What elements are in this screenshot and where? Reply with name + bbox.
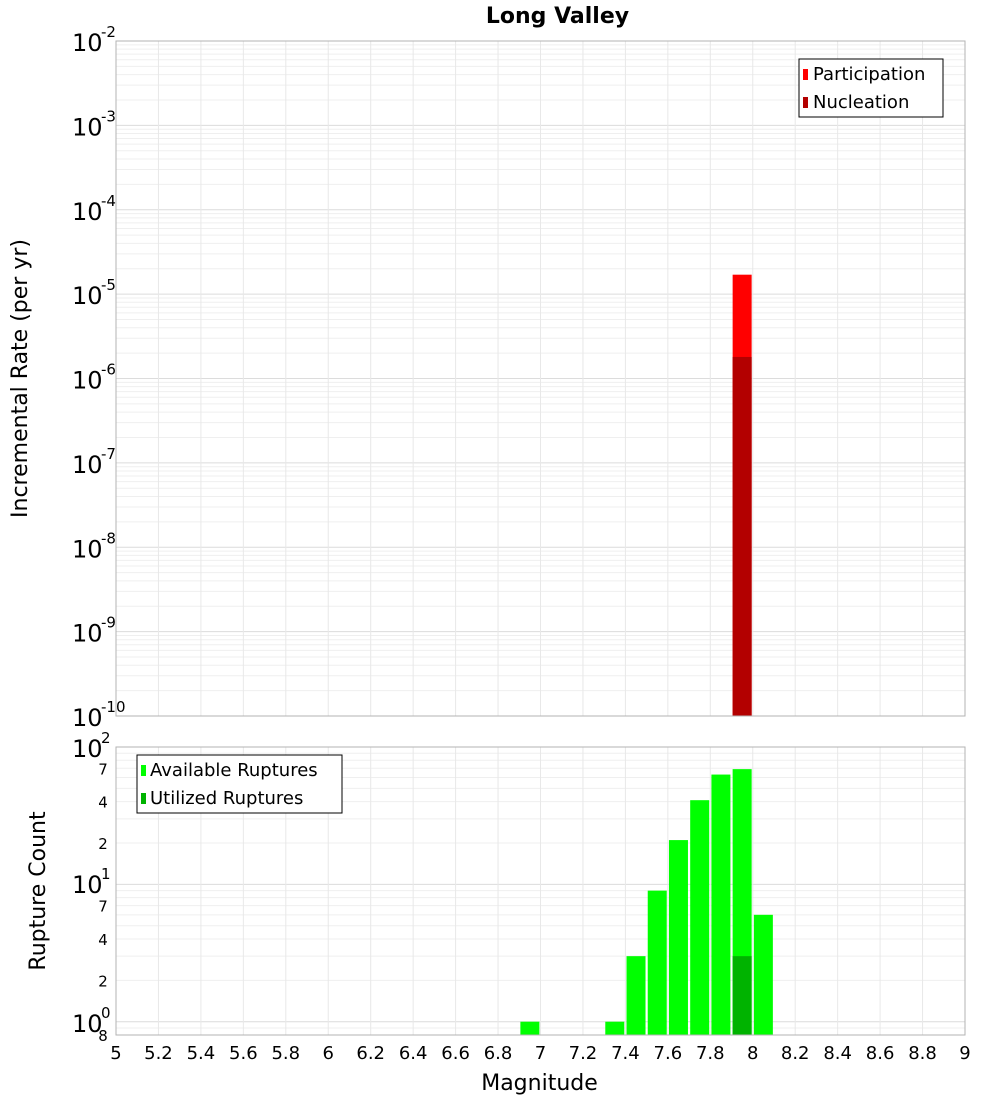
bar-available-ruptures (647, 890, 667, 1035)
top-y-tick-base: 10 (72, 620, 103, 648)
bar-available-ruptures (711, 774, 731, 1035)
x-tick-label: 5.4 (187, 1043, 216, 1064)
bar-available-ruptures (605, 1021, 625, 1035)
x-tick-label: 7.6 (654, 1043, 683, 1064)
legend-label-participation: Participation (813, 64, 925, 85)
top-y-tick-exponent: -7 (101, 445, 116, 463)
legend-swatch-available-ruptures (141, 765, 146, 776)
x-tick-label: 6 (323, 1043, 334, 1064)
bottom-y-minor-tick-label: 4 (98, 794, 108, 812)
bottom-y-minor-tick-label: 8 (98, 1027, 108, 1045)
x-tick-label: 7.4 (611, 1043, 640, 1064)
bar-nucleation (732, 356, 752, 716)
bottom-y-minor-tick-label: 7 (98, 760, 108, 778)
x-tick-label: 5.8 (271, 1043, 300, 1064)
x-tick-label: 7.8 (696, 1043, 725, 1064)
top-y-tick-label: 10-5 (72, 276, 116, 310)
top-y-tick-label: 10-8 (72, 529, 116, 563)
chart-title: Long Valley (486, 4, 629, 29)
top-y-tick-exponent: -2 (101, 23, 116, 41)
legend-swatch-utilized-ruptures (141, 793, 146, 804)
bottom-y-minor-tick-label: 2 (98, 835, 108, 853)
bottom-plot-border (115, 746, 966, 1036)
bar-available-ruptures (668, 840, 688, 1035)
legend-label-utilized-ruptures: Utilized Ruptures (150, 788, 303, 809)
bottom-y-tick-exponent: 1 (101, 865, 111, 883)
top-y-tick-exponent: -5 (101, 276, 116, 294)
top-plot-border (115, 40, 966, 717)
x-tick-label: 8.2 (781, 1043, 810, 1064)
top-y-tick-label: 10-2 (72, 23, 116, 57)
bar-available-ruptures (626, 956, 646, 1035)
top-plot: 10-210-310-410-510-610-710-810-910-10Par… (72, 23, 966, 732)
bottom-legend: Available Ruptures Utilized Ruptures (136, 754, 343, 814)
top-y-tick-label: 10-4 (72, 192, 116, 226)
x-tick-label: 5.2 (144, 1043, 173, 1064)
x-tick-label: 9 (959, 1043, 970, 1064)
x-tick-label: 6.2 (356, 1043, 385, 1064)
top-y-tick-base: 10 (72, 535, 103, 563)
x-tick-label: 8.6 (866, 1043, 895, 1064)
bottom-y-tick-base: 10 (72, 871, 103, 899)
top-y-tick-base: 10 (72, 704, 103, 732)
top-y-tick-base: 10 (72, 29, 103, 57)
top-y-tick-exponent: -10 (101, 698, 126, 716)
legend-swatch-participation (803, 69, 808, 80)
bar-available-ruptures (753, 914, 773, 1035)
bottom-y-axis-label: Rupture Count (26, 811, 51, 971)
top-y-tick-base: 10 (72, 367, 103, 395)
x-tick-label: 5 (110, 1043, 121, 1064)
top-y-tick-exponent: -3 (101, 107, 116, 125)
bottom-legend-box (136, 754, 343, 814)
bar-utilized-ruptures (732, 956, 752, 1035)
bottom-y-tick-base: 10 (72, 1010, 103, 1038)
top-y-axis-label: Incremental Rate (per yr) (8, 239, 33, 518)
top-y-tick-label: 10-6 (72, 361, 116, 395)
top-y-tick-label: 10-7 (72, 445, 116, 479)
bar-available-ruptures (520, 1021, 540, 1035)
top-y-tick-base: 10 (72, 198, 103, 226)
bottom-y-tick-label: 101 (72, 865, 111, 899)
top-legend-box (798, 58, 944, 118)
top-y-tick-exponent: -9 (101, 614, 116, 632)
top-y-tick-base: 10 (72, 113, 103, 141)
legend-label-available-ruptures: Available Ruptures (150, 760, 318, 781)
x-tick-label: 8.4 (823, 1043, 852, 1064)
top-y-tick-exponent: -4 (101, 192, 116, 210)
bottom-y-tick-base: 10 (72, 735, 103, 763)
x-tick-label: 5.6 (229, 1043, 258, 1064)
top-y-tick-exponent: -8 (101, 529, 116, 547)
bottom-y-minor-tick-label: 7 (98, 898, 108, 916)
x-tick-label: 6.8 (484, 1043, 513, 1064)
bottom-y-tick-label: 102 (72, 729, 111, 763)
bottom-y-tick-exponent: 0 (101, 1004, 111, 1022)
x-tick-label: 8 (747, 1043, 758, 1064)
bottom-y-minor-tick-label: 4 (98, 931, 108, 949)
x-tick-label: 7 (535, 1043, 546, 1064)
x-tick-label: 8.8 (908, 1043, 937, 1064)
bottom-y-tick-label: 100 (72, 1004, 111, 1038)
legend-label-nucleation: Nucleation (813, 92, 909, 113)
top-legend: Participation Nucleation (798, 58, 944, 118)
legend-swatch-nucleation (803, 97, 808, 108)
bottom-y-tick-exponent: 2 (101, 729, 111, 747)
top-y-tick-label: 10-3 (72, 107, 116, 141)
top-y-tick-base: 10 (72, 282, 103, 310)
x-axis-label: Magnitude (481, 1071, 598, 1096)
bottom-y-minor-tick-label: 2 (98, 972, 108, 990)
x-tick-label: 6.4 (399, 1043, 428, 1064)
top-y-tick-base: 10 (72, 451, 103, 479)
top-gridlines (115, 41, 966, 717)
x-tick-label: 7.2 (569, 1043, 598, 1064)
top-y-tick-label: 10-9 (72, 614, 116, 648)
top-y-tick-label: 10-10 (72, 698, 126, 732)
bar-available-ruptures (690, 800, 710, 1035)
x-tick-label: 6.6 (441, 1043, 470, 1064)
top-y-tick-exponent: -6 (101, 361, 116, 379)
